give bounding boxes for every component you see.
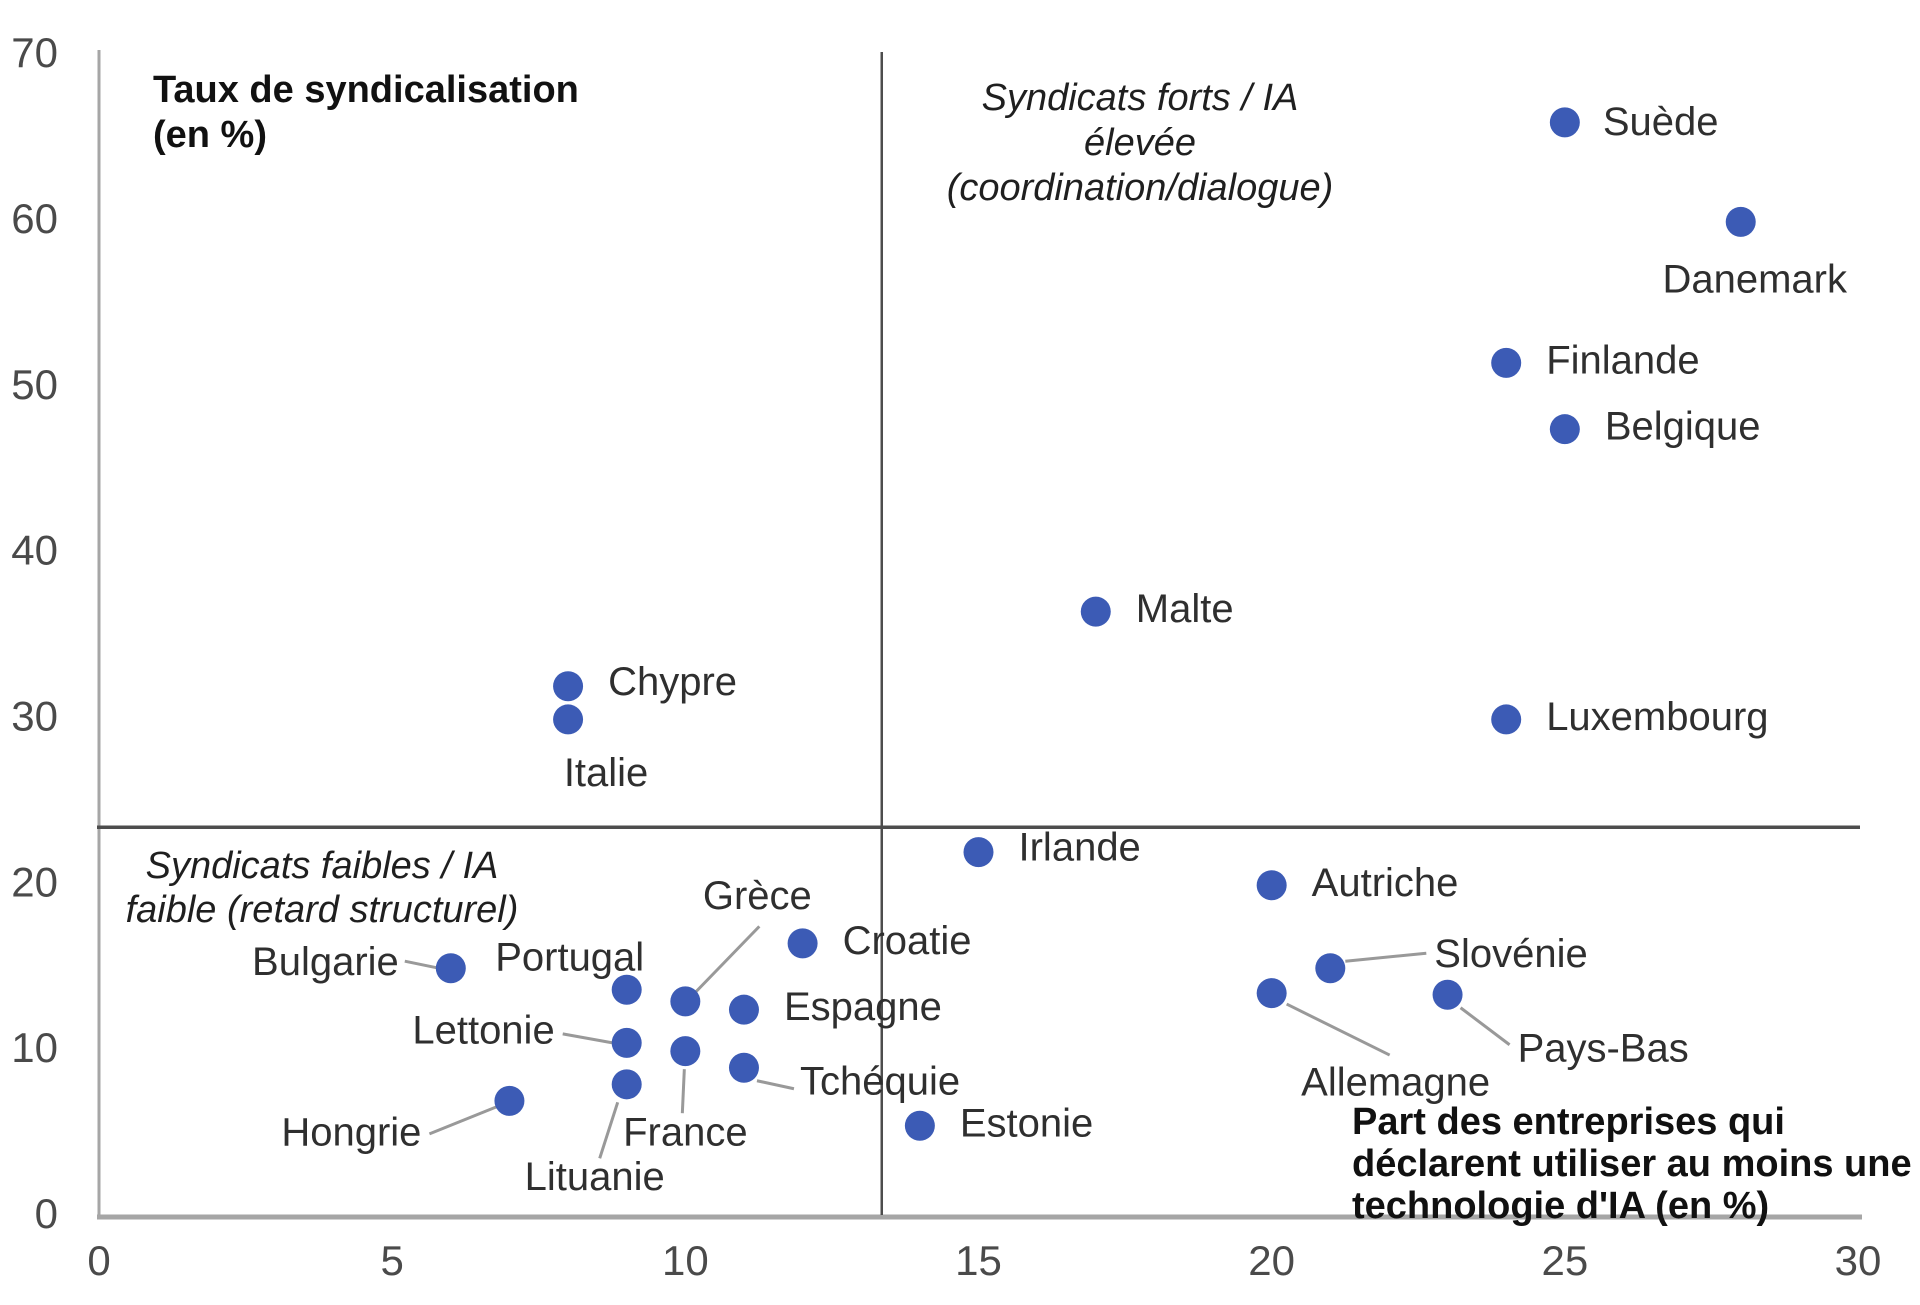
leader-line-pays-bas — [1459, 1006, 1511, 1046]
y-tick-70: 70 — [11, 29, 58, 76]
leader-lines-layer — [404, 925, 1511, 1159]
data-point-finlande — [1491, 347, 1522, 378]
data-point-slovenie — [1315, 953, 1346, 984]
data-point-croatie — [787, 928, 818, 959]
data-label-portugal: Portugal — [495, 935, 644, 979]
data-label-luxembourg: Luxembourg — [1546, 695, 1768, 739]
data-point-belgique — [1549, 414, 1580, 445]
quadrant-lines-layer — [97, 52, 1860, 1215]
data-point-allemagne — [1256, 978, 1287, 1009]
y-tick-60: 60 — [11, 195, 58, 242]
data-label-finlande: Finlande — [1546, 338, 1699, 382]
x-tick-0: 0 — [87, 1237, 110, 1284]
quadrant-captions-layer: Syndicats forts / IA élevée (coordination/… — [126, 77, 1334, 931]
data-label-grece: Grèce — [703, 874, 812, 918]
axes-layer — [97, 50, 1862, 1220]
data-point-irlande — [963, 837, 994, 868]
data-point-chypre — [553, 671, 584, 702]
data-point-france — [670, 1036, 701, 1067]
data-point-espagne — [728, 994, 759, 1025]
leader-line-tchequie — [756, 1079, 795, 1091]
data-label-malte: Malte — [1136, 587, 1234, 631]
data-label-france: France — [623, 1111, 748, 1155]
y-tick-30: 30 — [11, 693, 58, 740]
leader-line-hongrie — [428, 1105, 497, 1136]
data-label-autriche: Autriche — [1312, 861, 1459, 905]
data-point-malte — [1080, 596, 1111, 627]
data-label-slovenie: Slovénie — [1434, 932, 1587, 976]
x-tick-5: 5 — [380, 1237, 403, 1284]
data-label-chypre: Chypre — [608, 660, 737, 704]
data-point-grece — [670, 986, 701, 1017]
data-label-allemagne: Allemagne — [1301, 1061, 1490, 1105]
leader-line-bulgarie — [404, 959, 440, 970]
leader-line-grece — [694, 925, 761, 994]
data-label-danemark: Danemark — [1662, 257, 1848, 301]
y-tick-40: 40 — [11, 527, 58, 574]
data-label-lettonie: Lettonie — [412, 1008, 554, 1052]
leader-line-allemagne — [1286, 1002, 1391, 1057]
data-point-hongrie — [494, 1085, 525, 1116]
data-label-tchequie: Tchéquie — [800, 1059, 960, 1103]
data-label-pays-bas: Pays-Bas — [1518, 1026, 1689, 1070]
x-axis-title: Part des entreprises qui déclarent utilis… — [1352, 1101, 1912, 1227]
x-tick-20: 20 — [1248, 1237, 1295, 1284]
data-point-portugal — [611, 974, 642, 1005]
data-label-estonie: Estonie — [960, 1101, 1093, 1145]
data-point-bulgarie — [435, 953, 466, 984]
data-label-espagne: Espagne — [784, 985, 942, 1029]
x-tick-25: 25 — [1541, 1237, 1588, 1284]
data-label-bulgarie: Bulgarie — [252, 940, 399, 984]
data-point-estonie — [904, 1110, 935, 1141]
y-tick-50: 50 — [11, 361, 58, 408]
data-point-lettonie — [611, 1027, 642, 1058]
y-tick-20: 20 — [11, 858, 58, 905]
data-point-luxembourg — [1491, 704, 1522, 735]
data-point-danemark — [1725, 206, 1756, 237]
leader-line-lituanie — [598, 1101, 620, 1159]
leader-line-lettonie — [562, 1032, 613, 1045]
data-point-lituanie — [611, 1069, 642, 1100]
y-tick-0: 0 — [35, 1190, 58, 1237]
data-point-autriche — [1256, 870, 1287, 901]
tick-labels-layer: 0 5 10 15 20 25 30 0 10 20 30 40 50 60 70 — [11, 29, 1881, 1284]
y-tick-10: 10 — [11, 1024, 58, 1071]
point-labels-layer: Suède Danemark Finlande Belgique Malte Luxemb… — [252, 100, 1848, 1199]
data-point-suede — [1549, 107, 1580, 138]
x-tick-15: 15 — [955, 1237, 1002, 1284]
leader-line-slovenie — [1345, 951, 1427, 963]
data-point-italie — [553, 704, 584, 735]
data-label-croatie: Croatie — [843, 919, 972, 963]
leader-line-france — [680, 1069, 686, 1114]
x-tick-10: 10 — [662, 1237, 709, 1284]
data-label-lituanie: Lituanie — [525, 1155, 665, 1199]
data-label-suede: Suède — [1603, 100, 1719, 144]
data-label-hongrie: Hongrie — [281, 1110, 421, 1154]
data-points-layer — [435, 107, 1756, 1141]
x-tick-30: 30 — [1835, 1237, 1882, 1284]
data-label-irlande: Irlande — [1019, 826, 1141, 870]
axis-titles-layer: Taux de syndicalisation (en %) Part des en… — [153, 69, 1912, 1227]
y-axis-title: Taux de syndicalisation (en %) — [153, 69, 579, 156]
data-label-belgique: Belgique — [1605, 405, 1761, 449]
caption-strong-unions: Syndicats forts / IA élevée (coordination/… — [947, 77, 1334, 209]
data-point-tchequie — [728, 1052, 759, 1083]
data-point-pays-bas — [1432, 979, 1463, 1010]
caption-weak-unions: Syndicats faibles / IA faible (retard str… — [126, 845, 519, 931]
data-label-italie: Italie — [564, 751, 649, 795]
